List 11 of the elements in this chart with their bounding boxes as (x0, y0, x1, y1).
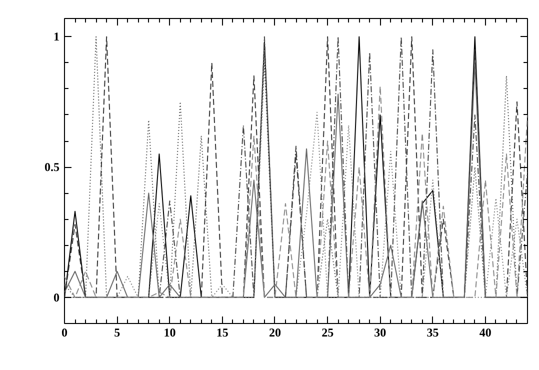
x-tick-label: 25 (322, 326, 334, 340)
x-tick-label: 30 (374, 326, 386, 340)
x-tick-label: 20 (268, 326, 281, 340)
y-tick-label: 1 (54, 30, 60, 44)
x-tick-label: 35 (426, 326, 439, 340)
y-tick-label: 0.5 (44, 160, 60, 174)
x-tick-label: 10 (164, 326, 176, 340)
y-tick-label: 0 (54, 290, 60, 304)
x-tick-label: 40 (479, 326, 492, 340)
x-tick-label: 5 (114, 326, 120, 340)
x-tick-label: 15 (216, 326, 228, 340)
